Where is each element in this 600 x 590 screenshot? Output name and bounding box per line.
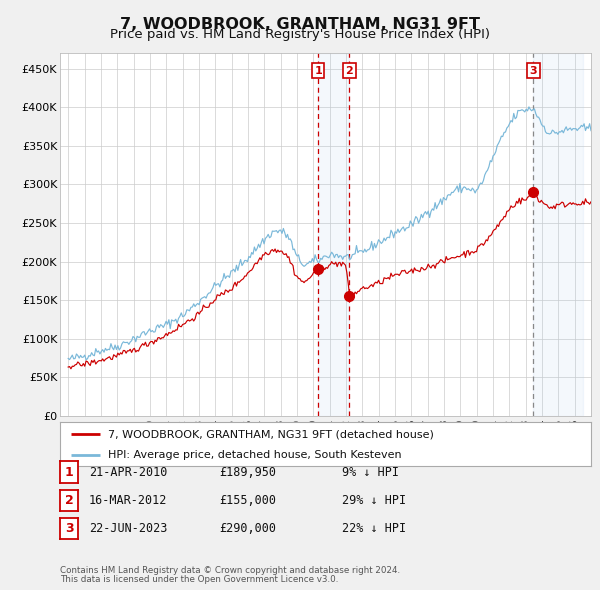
Text: 2: 2 xyxy=(65,494,73,507)
Text: 2: 2 xyxy=(346,66,353,76)
Text: 3: 3 xyxy=(65,522,73,535)
Text: 1: 1 xyxy=(314,66,322,76)
Text: 7, WOODBROOK, GRANTHAM, NG31 9FT: 7, WOODBROOK, GRANTHAM, NG31 9FT xyxy=(120,17,480,31)
Text: £290,000: £290,000 xyxy=(219,522,276,535)
Text: 1: 1 xyxy=(65,466,73,478)
Text: 21-APR-2010: 21-APR-2010 xyxy=(89,466,167,478)
Text: Contains HM Land Registry data © Crown copyright and database right 2024.: Contains HM Land Registry data © Crown c… xyxy=(60,566,400,575)
Bar xyxy=(318,53,349,416)
Text: 22% ↓ HPI: 22% ↓ HPI xyxy=(342,522,406,535)
Text: Price paid vs. HM Land Registry's House Price Index (HPI): Price paid vs. HM Land Registry's House … xyxy=(110,28,490,41)
Text: 29% ↓ HPI: 29% ↓ HPI xyxy=(342,494,406,507)
Text: 16-MAR-2012: 16-MAR-2012 xyxy=(89,494,167,507)
Text: 7, WOODBROOK, GRANTHAM, NG31 9FT (detached house): 7, WOODBROOK, GRANTHAM, NG31 9FT (detach… xyxy=(108,430,434,439)
Text: This data is licensed under the Open Government Licence v3.0.: This data is licensed under the Open Gov… xyxy=(60,575,338,584)
Text: HPI: Average price, detached house, South Kesteven: HPI: Average price, detached house, Sout… xyxy=(108,450,401,460)
Text: 9% ↓ HPI: 9% ↓ HPI xyxy=(342,466,399,478)
Text: £155,000: £155,000 xyxy=(219,494,276,507)
Text: 22-JUN-2023: 22-JUN-2023 xyxy=(89,522,167,535)
Bar xyxy=(533,53,583,416)
Text: 3: 3 xyxy=(530,66,537,76)
Text: £189,950: £189,950 xyxy=(219,466,276,478)
